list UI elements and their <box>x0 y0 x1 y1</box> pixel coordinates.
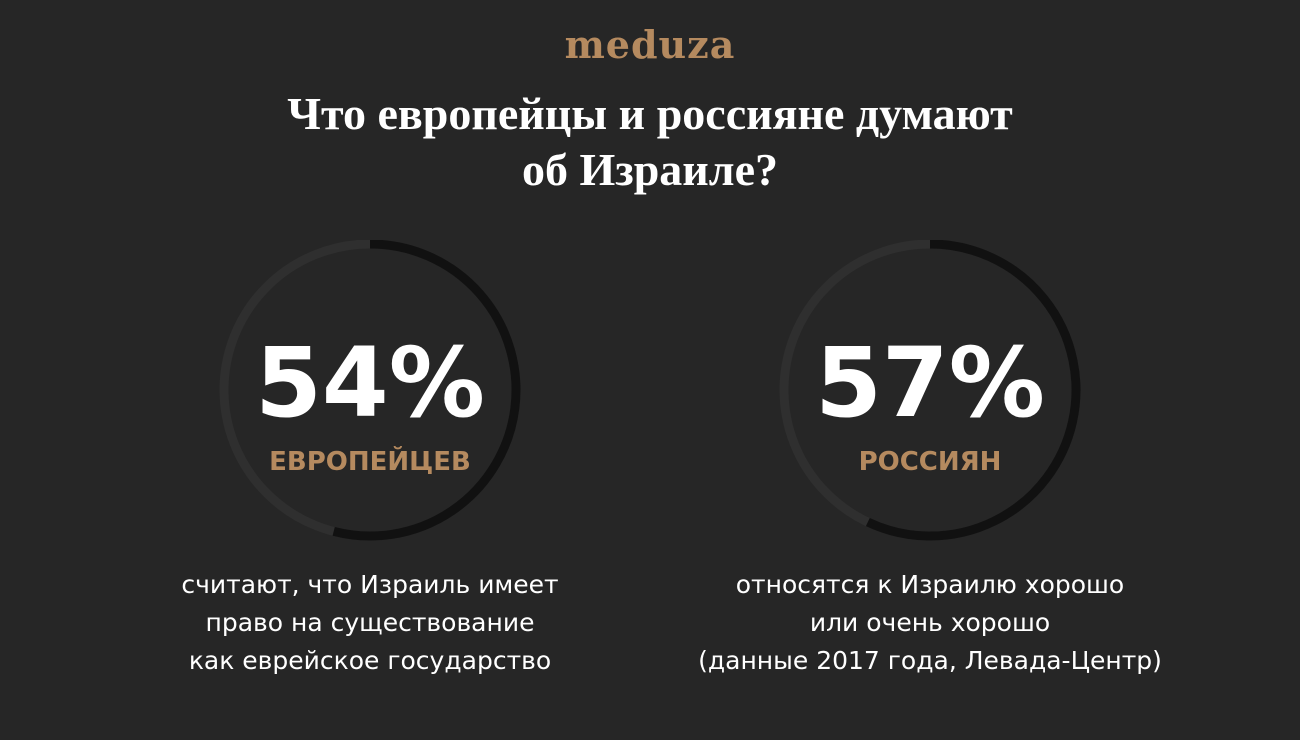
percent-value-russians: 57% <box>815 327 1045 439</box>
caption-europeans-line-3: как еврейское государство <box>188 646 552 675</box>
caption-russians-line-1: относятся к Израилю хорошо <box>735 570 1125 599</box>
caption-europeans: считают, что Израиль имеет право на суще… <box>70 566 670 680</box>
title-line-2: об Израиле? <box>521 144 779 195</box>
ring-arc-russians <box>865 240 1081 541</box>
group-label-russians: РОССИЯН <box>858 447 1002 477</box>
brand-logo: meduza <box>564 22 736 67</box>
caption-europeans-line-1: считают, что Израиль имеет <box>181 570 559 599</box>
ring-arc-europeans <box>332 240 521 541</box>
caption-russians-line-3: (данные 2017 года, Левада-Центр) <box>698 646 1162 675</box>
caption-russians-line-2: или очень хорошо <box>809 608 1051 637</box>
progress-rings <box>219 240 1081 541</box>
ring-europeans <box>219 240 521 541</box>
page-title: Что европейцы и россияне думают об Израи… <box>150 86 1150 198</box>
caption-europeans-line-2: право на существование <box>205 608 535 637</box>
caption-russians: относятся к Израилю хорошо или очень хор… <box>630 566 1230 680</box>
ring-russians <box>779 240 1081 541</box>
group-label-europeans: ЕВРОПЕЙЦЕВ <box>269 447 471 477</box>
title-line-1: Что европейцы и россияне думают <box>287 88 1013 139</box>
percent-value-europeans: 54% <box>255 327 485 439</box>
